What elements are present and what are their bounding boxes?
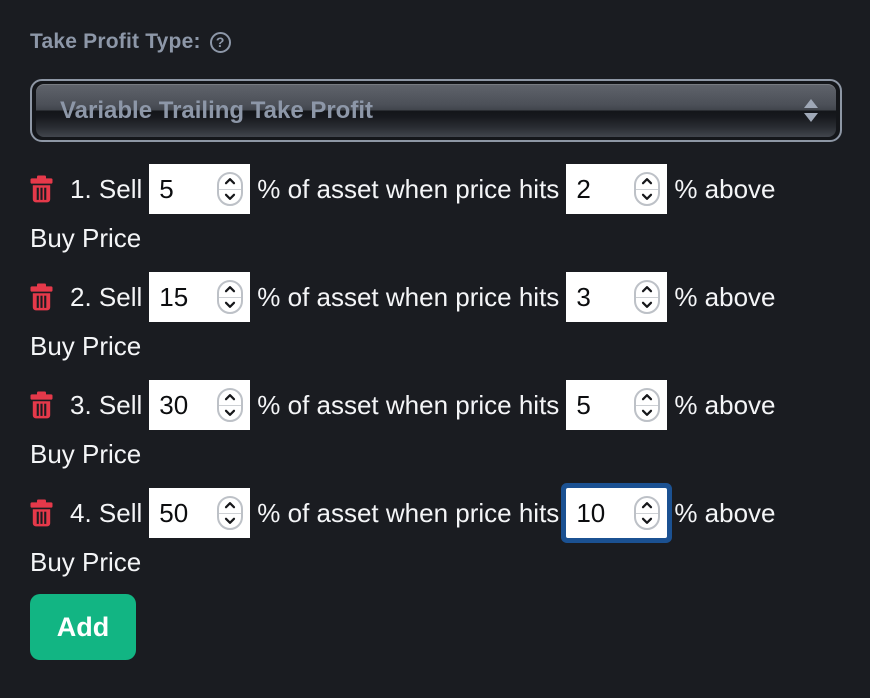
- trigger-percent-input[interactable]: 3: [566, 272, 668, 322]
- trigger-percent-value: 5: [576, 389, 591, 420]
- chevron-up-icon: [225, 178, 236, 185]
- trigger-percent-input-focused[interactable]: 10: [566, 488, 668, 538]
- stepper-up-button[interactable]: [219, 390, 241, 405]
- trigger-percent-value: 10: [576, 497, 606, 528]
- header: Take Profit Type: ?: [30, 30, 842, 54]
- row-sell-prefix: 2. Sell: [70, 281, 143, 312]
- number-stepper: [217, 388, 244, 422]
- chevron-down-icon: [225, 409, 236, 416]
- take-profit-row-4: 4. Sell 50 % of asset when price hits 10: [30, 486, 842, 584]
- row-line-1: 1. Sell 5 % of asset when price hits 2: [30, 162, 842, 216]
- stepper-down-button[interactable]: [219, 296, 242, 313]
- number-stepper: [217, 496, 244, 530]
- stepper-down-button[interactable]: [219, 512, 242, 529]
- chevron-down-icon: [225, 517, 236, 524]
- row-sell-prefix: 1. Sell: [70, 173, 143, 204]
- delete-level-button[interactable]: [30, 499, 53, 527]
- stepper-up-button[interactable]: [219, 498, 241, 513]
- sell-percent-input[interactable]: 5: [149, 164, 251, 214]
- row-line-1: 4. Sell 50 % of asset when price hits 10: [30, 486, 842, 540]
- trigger-percent-input[interactable]: 2: [566, 164, 668, 214]
- add-level-button[interactable]: Add: [30, 594, 136, 660]
- row-buy-price-label: Buy Price: [30, 222, 142, 253]
- help-icon[interactable]: ?: [209, 31, 231, 53]
- row-suffix-label: % above: [674, 497, 776, 528]
- sell-percent-value: 50: [159, 497, 189, 528]
- select-updown-arrows-icon: [804, 99, 818, 122]
- stepper-up-button[interactable]: [636, 498, 658, 513]
- take-profit-panel: Take Profit Type: ? Variable Trailing Ta…: [30, 30, 842, 660]
- number-stepper: [217, 280, 244, 314]
- chevron-down-icon: [642, 517, 653, 524]
- chevron-up-icon: [642, 178, 653, 185]
- stepper-down-button[interactable]: [219, 404, 242, 421]
- chevron-up-icon: [642, 502, 653, 509]
- number-stepper: [634, 496, 661, 530]
- row-mid-label: % of asset when price hits: [257, 497, 560, 528]
- row-suffix-label: % above: [674, 173, 776, 204]
- row-suffix-label: % above: [674, 389, 776, 420]
- row-sell-prefix: 4. Sell: [70, 497, 143, 528]
- take-profit-row-3: 3. Sell 30 % of asset when price hits 5: [30, 378, 842, 476]
- stepper-up-button[interactable]: [219, 282, 241, 297]
- row-suffix-label: % above: [674, 281, 776, 312]
- chevron-up-icon: [225, 286, 236, 293]
- sell-percent-input[interactable]: 15: [149, 272, 251, 322]
- row-mid-label: % of asset when price hits: [257, 389, 560, 420]
- stepper-down-button[interactable]: [636, 512, 659, 529]
- trigger-percent-value: 2: [576, 173, 591, 204]
- row-buy-price-label: Buy Price: [30, 546, 142, 577]
- stepper-down-button[interactable]: [219, 188, 242, 205]
- selected-option-label: Variable Trailing Take Profit: [60, 96, 373, 124]
- chevron-up-icon: [225, 502, 236, 509]
- chevron-down-icon: [642, 301, 653, 308]
- number-stepper: [634, 172, 661, 206]
- row-buy-price-label: Buy Price: [30, 330, 142, 361]
- take-profit-type-select[interactable]: Variable Trailing Take Profit: [30, 79, 842, 142]
- trash-icon: [30, 175, 53, 203]
- delete-level-button[interactable]: [30, 391, 53, 419]
- delete-level-button[interactable]: [30, 175, 53, 203]
- sell-percent-value: 5: [159, 173, 174, 204]
- chevron-up-icon: [225, 394, 236, 401]
- sell-percent-value: 30: [159, 389, 189, 420]
- row-mid-label: % of asset when price hits: [257, 281, 560, 312]
- sell-percent-value: 15: [159, 281, 189, 312]
- take-profit-levels-list: 1. Sell 5 % of asset when price hits 2: [30, 162, 842, 584]
- page-title: Take Profit Type:: [30, 30, 201, 53]
- take-profit-row-2: 2. Sell 15 % of asset when price hits 3: [30, 270, 842, 368]
- row-line-1: 3. Sell 30 % of asset when price hits 5: [30, 378, 842, 432]
- sell-percent-input[interactable]: 50: [149, 488, 251, 538]
- stepper-up-button[interactable]: [636, 390, 658, 405]
- number-stepper: [634, 280, 661, 314]
- stepper-down-button[interactable]: [636, 188, 659, 205]
- chevron-down-icon: [225, 193, 236, 200]
- row-sell-prefix: 3. Sell: [70, 389, 143, 420]
- delete-level-button[interactable]: [30, 283, 53, 311]
- trash-icon: [30, 283, 53, 311]
- chevron-down-icon: [642, 193, 653, 200]
- row-line-1: 2. Sell 15 % of asset when price hits 3: [30, 270, 842, 324]
- trash-icon: [30, 391, 53, 419]
- chevron-down-icon: [225, 301, 236, 308]
- stepper-down-button[interactable]: [636, 404, 659, 421]
- row-mid-label: % of asset when price hits: [257, 173, 560, 204]
- trigger-percent-input[interactable]: 5: [566, 380, 668, 430]
- stepper-down-button[interactable]: [636, 296, 659, 313]
- number-stepper: [217, 172, 244, 206]
- trigger-percent-value: 3: [576, 281, 591, 312]
- chevron-up-icon: [642, 394, 653, 401]
- number-stepper: [634, 388, 661, 422]
- take-profit-row-1: 1. Sell 5 % of asset when price hits 2: [30, 162, 842, 260]
- stepper-up-button[interactable]: [219, 174, 241, 189]
- stepper-up-button[interactable]: [636, 282, 658, 297]
- row-buy-price-label: Buy Price: [30, 438, 142, 469]
- chevron-up-icon: [642, 286, 653, 293]
- select-fill: Variable Trailing Take Profit: [36, 84, 836, 137]
- stepper-up-button[interactable]: [636, 174, 658, 189]
- chevron-down-icon: [642, 409, 653, 416]
- sell-percent-input[interactable]: 30: [149, 380, 251, 430]
- trash-icon: [30, 499, 53, 527]
